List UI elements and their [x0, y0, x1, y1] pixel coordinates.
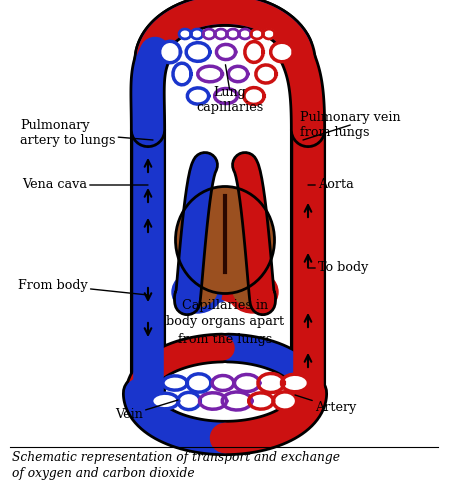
Ellipse shape — [177, 273, 217, 307]
Polygon shape — [249, 393, 274, 409]
Polygon shape — [179, 29, 191, 39]
Polygon shape — [234, 374, 260, 392]
Ellipse shape — [198, 187, 272, 303]
Polygon shape — [229, 66, 248, 82]
Ellipse shape — [178, 187, 252, 303]
Polygon shape — [245, 42, 263, 63]
Ellipse shape — [176, 187, 274, 293]
Polygon shape — [239, 29, 251, 39]
Ellipse shape — [172, 271, 222, 313]
Text: From body: From body — [18, 278, 148, 295]
Text: Lung
capillaries: Lung capillaries — [196, 86, 264, 114]
Polygon shape — [274, 392, 297, 410]
Polygon shape — [187, 88, 209, 104]
Text: Aorta: Aorta — [308, 178, 354, 191]
Ellipse shape — [233, 273, 273, 307]
Polygon shape — [258, 373, 284, 393]
Text: Capillaries in
body organs apart
from the lungs: Capillaries in body organs apart from th… — [166, 299, 284, 345]
Polygon shape — [212, 376, 234, 391]
Polygon shape — [163, 376, 187, 390]
Text: Schematic representation of transport and exchange: Schematic representation of transport an… — [12, 451, 340, 465]
Polygon shape — [186, 43, 210, 61]
Polygon shape — [173, 63, 191, 85]
Text: To body: To body — [308, 261, 369, 274]
Polygon shape — [215, 29, 227, 39]
Polygon shape — [198, 66, 222, 82]
Polygon shape — [203, 29, 215, 39]
Polygon shape — [263, 29, 275, 39]
Text: Vena cava: Vena cava — [22, 178, 148, 191]
Polygon shape — [282, 374, 309, 392]
Text: Pulmonary vein
from lungs: Pulmonary vein from lungs — [300, 111, 400, 140]
Polygon shape — [160, 41, 180, 63]
Polygon shape — [200, 393, 227, 409]
Text: Pulmonary
artery to lungs: Pulmonary artery to lungs — [20, 119, 153, 147]
Polygon shape — [191, 29, 203, 39]
Polygon shape — [271, 42, 293, 62]
Polygon shape — [187, 374, 211, 392]
Text: of oxygen and carbon dioxide: of oxygen and carbon dioxide — [12, 468, 194, 481]
Polygon shape — [215, 88, 238, 103]
Polygon shape — [222, 392, 252, 410]
Polygon shape — [178, 392, 200, 410]
Polygon shape — [244, 87, 264, 104]
Ellipse shape — [228, 271, 278, 313]
Text: Vein: Vein — [115, 400, 178, 421]
Text: Artery: Artery — [295, 395, 356, 414]
Polygon shape — [152, 393, 179, 409]
Polygon shape — [216, 44, 236, 60]
Polygon shape — [256, 65, 276, 83]
Polygon shape — [227, 29, 239, 39]
Polygon shape — [251, 29, 263, 39]
